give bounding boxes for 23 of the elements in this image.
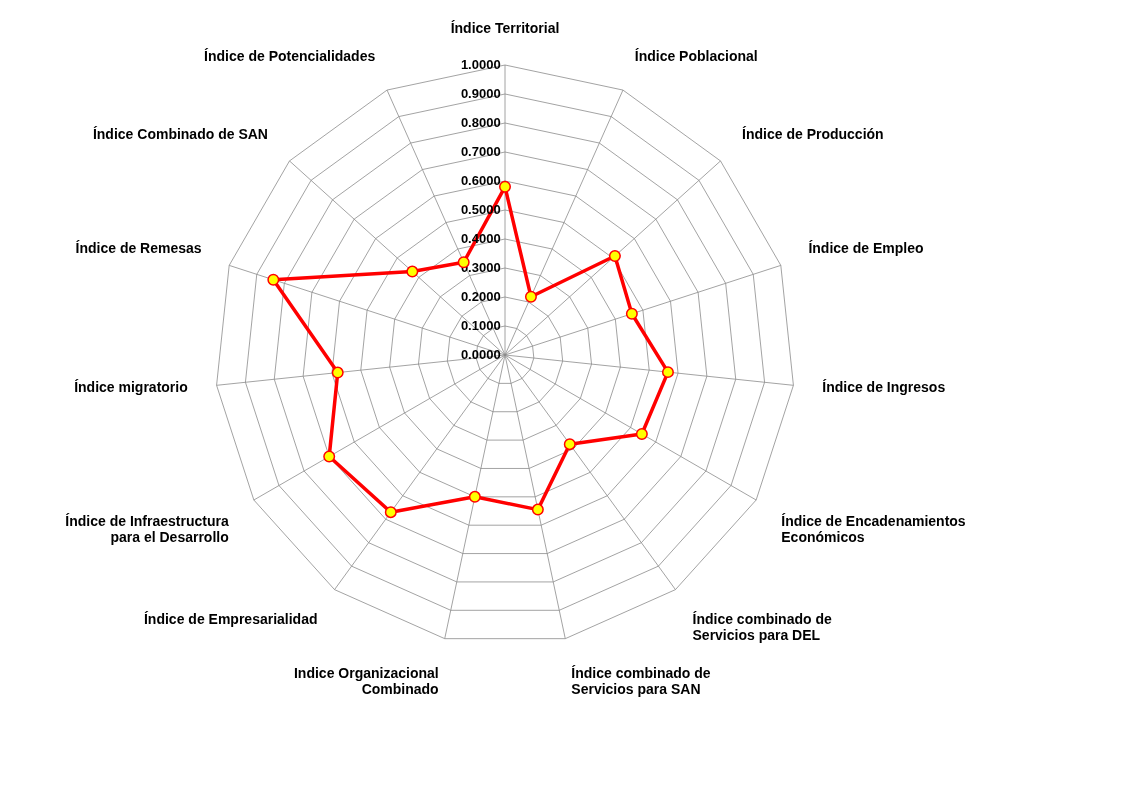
y-tick-label: 0.2000 — [460, 289, 501, 304]
y-tick-label: 0.0000 — [460, 347, 501, 362]
spoke-label: Indice Organizacional Combinado — [293, 665, 439, 698]
spoke-label: Índice migratorio — [74, 379, 188, 396]
spoke-label: Índice Poblacional — [634, 47, 758, 64]
spoke-label: Índice de Producción — [742, 125, 884, 142]
y-tick-label: 0.7000 — [460, 144, 501, 159]
spoke-label: Índice combinado de Servicios para SAN — [571, 665, 711, 698]
y-tick-label: 0.8000 — [460, 115, 501, 130]
spoke-label: Índice combinado de Servicios para DEL — [692, 611, 832, 644]
spoke-label: Índice de Empresarialidad — [143, 611, 318, 628]
y-tick-label: 0.9000 — [460, 86, 501, 101]
y-tick-label: 0.1000 — [460, 318, 501, 333]
spoke-label: Índice de Infraestructura para el Desarrollo — [65, 512, 229, 545]
spoke-label: Índice de Encadenamientos Económicos — [781, 512, 966, 545]
spoke-label: Índice Combinado de SAN — [92, 125, 268, 142]
spoke-label: Índice de Ingresos — [822, 379, 946, 396]
spoke-label: Índice de Potencialidades — [204, 47, 376, 64]
spoke-label: Índice Territorial — [450, 20, 560, 36]
y-tick-label: 1.0000 — [460, 57, 501, 72]
spoke-label: Índice de Remesas — [75, 240, 202, 257]
spoke-label: Índice de Empleo — [808, 240, 924, 257]
y-tick-label: 0.6000 — [460, 173, 501, 188]
